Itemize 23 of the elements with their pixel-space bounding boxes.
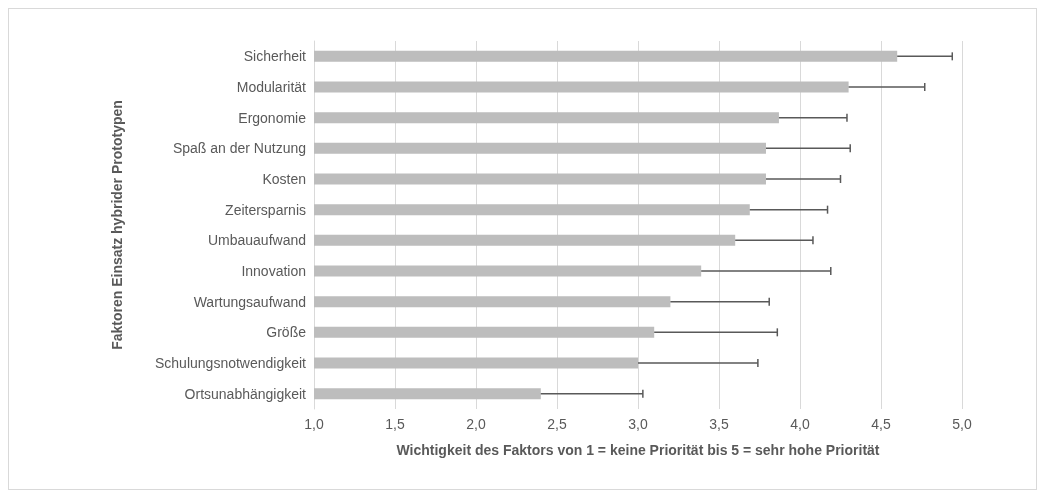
x-tick-label: 5,0 (952, 416, 972, 432)
y-tick-label: Ergonomie (238, 109, 307, 126)
x-tick-label: 1,5 (385, 416, 405, 432)
x-tick-label: 3,5 (709, 416, 729, 432)
y-tick-label: Ortsunabhängigkeit (184, 385, 307, 402)
y-tick-label: Wartungsaufwand (193, 293, 306, 310)
y-tick-label: Größe (266, 324, 307, 341)
x-axis-title: Wichtigkeit des Faktors von 1 = keine Priorität bis 5 = sehr hohe Priorität (396, 442, 880, 458)
y-tick-label: Schulungsnotwendigkeit (155, 355, 307, 371)
y-tick-label: Zeitersparnis (225, 201, 306, 218)
y-axis-title: Faktoren Einsatz hybrider Prototypen (109, 100, 125, 350)
x-tick-label: 4,5 (871, 416, 891, 432)
y-tick-label: Modularität (236, 79, 307, 95)
y-tick-label: Spaß an der Nutzung (172, 140, 306, 157)
y-tick-label: Kosten (262, 171, 306, 187)
y-tick-label: Umbauaufwand (207, 232, 306, 249)
x-tick-label: 3,0 (628, 416, 648, 432)
x-tick-label: 4,0 (790, 416, 810, 432)
x-tick-label: 2,5 (547, 416, 567, 432)
y-tick-label: Sicherheit (243, 48, 307, 65)
y-tick-label: Innovation (241, 263, 306, 279)
x-tick-label: 1,0 (304, 416, 324, 432)
x-tick-label: 2,0 (466, 416, 486, 432)
